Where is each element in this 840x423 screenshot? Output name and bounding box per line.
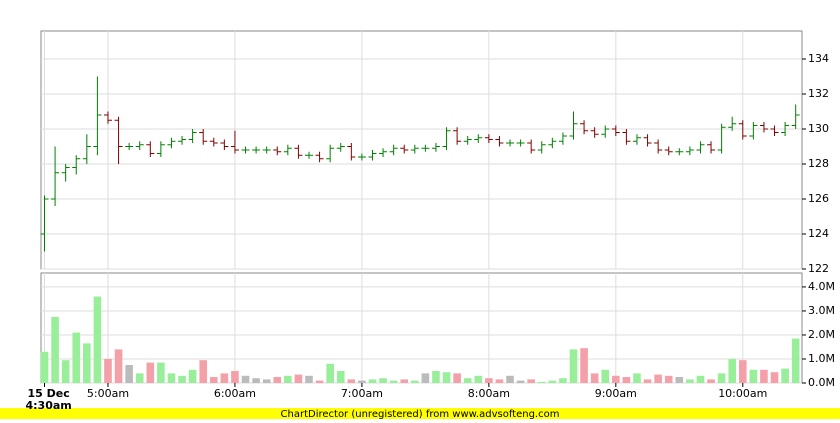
volume-bar <box>590 373 599 383</box>
volume-bar <box>347 379 356 383</box>
volume-bar <box>379 378 387 383</box>
volume-bar <box>717 373 726 383</box>
volume-bar <box>135 373 144 383</box>
volume-bar <box>432 370 440 383</box>
y-tick-label: 0.0M <box>808 376 835 389</box>
volume-bar <box>781 368 789 383</box>
volume-bar <box>770 372 779 383</box>
plot-area <box>40 30 803 270</box>
volume-bar <box>209 376 218 383</box>
volume-bar <box>559 378 567 383</box>
volume-bar <box>326 363 334 383</box>
volume-bar <box>485 378 493 383</box>
volume-bar <box>537 381 546 383</box>
volume-bar <box>104 358 112 383</box>
footer-text: ChartDirector (unregistered) from www.ad… <box>281 409 560 419</box>
x-tick-label: 4:30am <box>26 399 72 412</box>
volume-bar <box>474 375 483 383</box>
y-tick-label: 4.0M <box>808 280 835 293</box>
x-tick-label: 9:00am <box>595 387 637 400</box>
volume-bar <box>527 379 535 383</box>
volume-bar <box>506 375 514 383</box>
volume-bar <box>178 375 186 383</box>
volume-bar <box>654 374 662 383</box>
volume-bar <box>157 362 165 383</box>
y-tick-label: 1.0M <box>808 352 835 365</box>
volume-bar <box>40 351 49 383</box>
x-tick-label: 6:00am <box>214 387 256 400</box>
y-tick-label: 134 <box>808 52 829 65</box>
y-tick-label: 128 <box>808 157 829 170</box>
volume-bar <box>453 373 461 383</box>
volume-bar <box>72 332 81 383</box>
volume-bar <box>368 379 377 383</box>
volume-bar <box>548 380 557 383</box>
y-tick-label: 2.0M <box>808 328 835 341</box>
volume-bar <box>463 378 472 383</box>
volume-bar <box>114 349 123 383</box>
volume-bar <box>601 369 610 383</box>
y-tick-label: 3.0M <box>808 304 835 317</box>
volume-bar <box>315 380 324 383</box>
volume-bar <box>146 362 155 383</box>
volume-bar <box>61 360 70 383</box>
volume-bar <box>675 376 684 383</box>
volume-bar <box>273 376 282 383</box>
volume-bar <box>749 369 758 383</box>
y-tick-label: 130 <box>808 122 829 135</box>
volume-bar <box>125 364 133 383</box>
x-tick-label: 7:00am <box>341 387 383 400</box>
volume-bar <box>516 380 525 383</box>
volume-bar <box>495 379 504 383</box>
volume-bar <box>231 370 239 383</box>
y-tick-label: 132 <box>808 87 829 100</box>
volume-bar <box>294 374 303 383</box>
y-tick-label: 126 <box>808 192 829 205</box>
volume-bar <box>664 375 673 383</box>
x-tick-label: 8:00am <box>468 387 510 400</box>
x-tick-label: 5:00am <box>87 387 129 400</box>
volume-bar <box>728 358 736 383</box>
volume-bar <box>93 296 102 383</box>
volume-bar <box>580 348 588 383</box>
volume-bar <box>738 360 747 383</box>
volume-bar <box>389 380 398 383</box>
volume-bar <box>305 375 313 383</box>
volume-bar <box>760 369 768 383</box>
footer-bar <box>0 408 840 419</box>
volume-bar <box>262 379 271 383</box>
volume-bar <box>358 380 366 383</box>
volume-bar <box>51 316 59 383</box>
volume-bar <box>643 379 652 383</box>
volume-bar <box>284 375 292 383</box>
volume-bar <box>569 349 578 383</box>
volume-bar <box>791 338 800 383</box>
volume-bar <box>188 369 197 383</box>
volume-bar <box>336 370 345 383</box>
volume-bar <box>241 375 250 383</box>
volume-bar <box>633 373 641 383</box>
volume-bar <box>442 372 451 383</box>
volume-bar <box>707 379 715 383</box>
volume-bar <box>411 380 419 383</box>
volume-bar <box>252 378 260 383</box>
volume-bar <box>622 376 631 383</box>
plot-area <box>40 272 803 384</box>
volume-bar <box>400 379 409 383</box>
volume-bar <box>612 375 620 383</box>
volume-bar <box>199 360 207 383</box>
volume-bar <box>696 375 705 383</box>
volume-bar <box>220 373 229 383</box>
x-date-label: 15 Dec <box>28 387 70 400</box>
volume-bar <box>421 373 430 383</box>
volume-bar <box>167 373 176 383</box>
y-tick-label: 122 <box>808 262 829 275</box>
volume-bar <box>686 379 694 383</box>
volume-bar <box>83 343 91 383</box>
x-tick-label: 10:00am <box>718 387 767 400</box>
y-tick-label: 124 <box>808 227 829 240</box>
